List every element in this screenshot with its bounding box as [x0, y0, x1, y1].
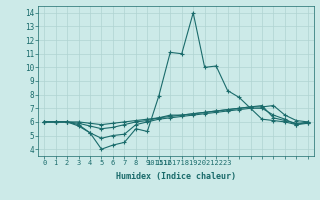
X-axis label: Humidex (Indice chaleur): Humidex (Indice chaleur) — [116, 172, 236, 181]
